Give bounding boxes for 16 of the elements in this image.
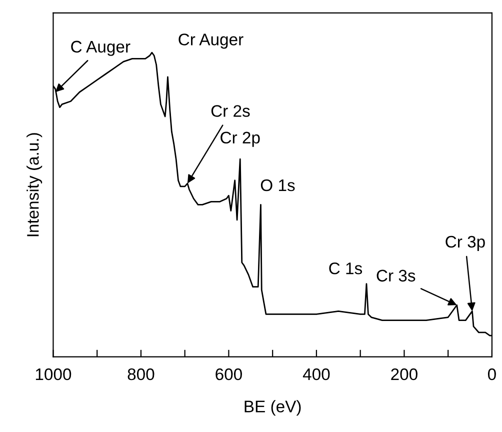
x-tick-label: 800 [128, 368, 154, 380]
y-axis-title: Intensity (a.u.) [26, 133, 42, 236]
annotation: Cr Auger [178, 34, 244, 49]
x-tick-label: 1000 [36, 368, 72, 380]
x-tick-label: 600 [216, 368, 242, 380]
x-tick-label: 0 [488, 368, 496, 380]
annotation: Cr 2s [211, 105, 250, 117]
x-axis-title: BE (eV) [244, 400, 301, 416]
annotation: O 1s [260, 179, 295, 192]
annotation: C 1s [329, 262, 362, 274]
annotation: Cr 3s [376, 270, 416, 282]
annotation: Cr 3p [446, 236, 485, 251]
annotation: Cr 2p [220, 132, 260, 147]
x-tick-label: 200 [391, 368, 418, 380]
annotation: C Auger [71, 40, 130, 56]
x-tick-label: 400 [302, 368, 330, 380]
